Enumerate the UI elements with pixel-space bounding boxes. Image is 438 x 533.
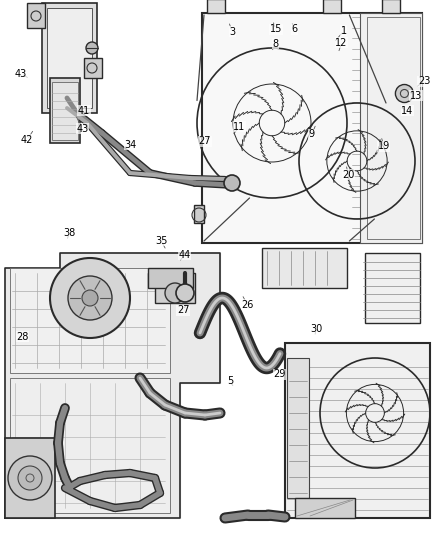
Text: 29: 29 <box>273 369 286 379</box>
Text: 1: 1 <box>341 26 347 36</box>
Circle shape <box>8 456 52 500</box>
Text: 6: 6 <box>291 25 297 34</box>
Text: 20: 20 <box>342 170 354 180</box>
Bar <box>287 358 309 498</box>
Bar <box>285 343 430 518</box>
Text: 8: 8 <box>272 39 278 49</box>
Text: 41: 41 <box>78 106 90 116</box>
Text: 19: 19 <box>378 141 390 151</box>
Text: 27: 27 <box>177 305 189 315</box>
Bar <box>295 498 355 518</box>
Text: 12: 12 <box>336 38 348 47</box>
Circle shape <box>86 42 98 54</box>
Text: 42: 42 <box>21 135 33 144</box>
Text: 14: 14 <box>401 106 413 116</box>
Bar <box>365 253 420 323</box>
Circle shape <box>50 258 130 338</box>
Bar <box>194 205 204 223</box>
Bar <box>148 268 193 288</box>
Text: 44: 44 <box>179 250 191 260</box>
Bar <box>323 0 341 13</box>
Bar <box>202 13 422 243</box>
Text: 43: 43 <box>76 124 88 134</box>
Text: 5: 5 <box>227 376 233 386</box>
Bar <box>50 78 80 143</box>
Bar <box>10 378 170 513</box>
Text: 15: 15 <box>270 25 282 34</box>
Text: 43: 43 <box>15 69 27 78</box>
Bar <box>367 17 420 239</box>
Text: 30: 30 <box>310 325 322 334</box>
Circle shape <box>396 85 413 102</box>
Text: 26: 26 <box>241 300 254 310</box>
Text: 3: 3 <box>229 27 235 37</box>
Bar <box>262 248 347 288</box>
Bar <box>42 3 97 113</box>
Bar <box>47 8 92 108</box>
Circle shape <box>224 175 240 191</box>
Text: 35: 35 <box>155 236 167 246</box>
Bar <box>155 273 195 303</box>
Circle shape <box>68 276 112 320</box>
Text: 28: 28 <box>17 332 29 342</box>
Text: 11: 11 <box>233 122 245 132</box>
Bar <box>207 0 225 13</box>
Bar <box>84 58 102 78</box>
Polygon shape <box>5 253 220 518</box>
Bar <box>382 0 400 13</box>
Bar <box>5 438 55 518</box>
Bar <box>52 82 78 140</box>
Text: 9: 9 <box>309 130 315 139</box>
Circle shape <box>18 466 42 490</box>
Circle shape <box>176 284 194 302</box>
Text: 13: 13 <box>410 91 422 101</box>
Text: 27: 27 <box>199 136 211 146</box>
Circle shape <box>82 290 98 306</box>
Bar <box>27 3 45 28</box>
Bar <box>10 268 170 373</box>
Circle shape <box>165 283 185 303</box>
Text: 38: 38 <box>63 229 75 238</box>
Text: 34: 34 <box>124 140 137 150</box>
Text: 23: 23 <box>418 76 430 86</box>
Bar <box>360 13 422 243</box>
